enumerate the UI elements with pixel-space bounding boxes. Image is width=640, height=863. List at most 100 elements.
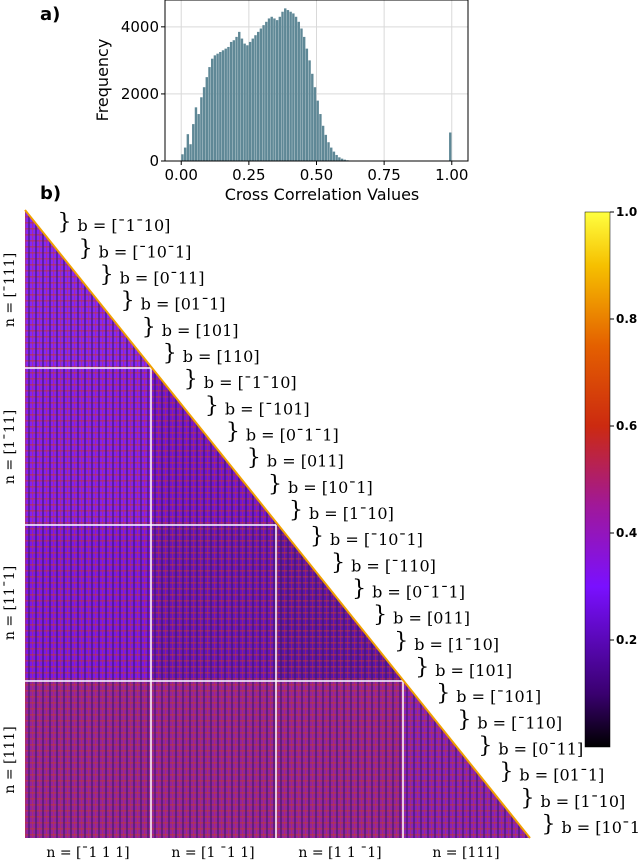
histogram-bar xyxy=(219,51,222,162)
histogram-bar xyxy=(278,16,282,162)
b-label-brace: } xyxy=(394,629,408,654)
histogram-y-tick: 0 xyxy=(149,152,159,170)
b-vector-label: b = [¯1¯10] xyxy=(78,216,171,235)
histogram-bar xyxy=(262,25,265,161)
histogram-x-tick: 0.75 xyxy=(367,166,400,184)
b-label-brace: } xyxy=(163,341,177,366)
b-label-brace: } xyxy=(499,760,513,785)
b-label-brace: } xyxy=(205,393,219,418)
histogram-bar xyxy=(229,41,233,162)
b-vector-label: b = [¯110] xyxy=(477,713,562,732)
histogram-bar xyxy=(240,38,244,161)
histogram-bar xyxy=(302,36,306,162)
histogram-bar xyxy=(197,114,200,161)
histogram-bar xyxy=(335,154,338,161)
b-label-brace: } xyxy=(79,236,93,261)
row-group-label: n = [11¯1] xyxy=(2,566,18,640)
b-label-brace: } xyxy=(121,289,135,314)
histogram-y-label: Frequency xyxy=(93,39,112,122)
b-vector-label: b = [011] xyxy=(267,452,344,471)
b-label-brace: } xyxy=(520,786,534,811)
b-vector-label: b = [¯10¯1] xyxy=(99,242,192,261)
b-vector-label: b = [¯1¯10] xyxy=(204,373,297,392)
histogram-bar xyxy=(202,87,206,161)
column-group-label: n = [111] xyxy=(432,845,499,861)
b-vector-label: b = [011] xyxy=(393,609,470,628)
histogram-bar xyxy=(243,43,246,161)
b-vector-label: b = [1¯10] xyxy=(414,635,499,654)
column-group-label: n = [¯1 1 1] xyxy=(46,845,129,861)
histogram-bar xyxy=(297,21,300,162)
histogram-bar xyxy=(235,36,238,162)
histogram-bar xyxy=(192,124,195,161)
histogram-bar xyxy=(224,48,227,161)
histogram-bar xyxy=(289,11,292,162)
histogram-bar xyxy=(200,97,203,161)
heatmap-diagonal xyxy=(24,209,531,839)
b-vector-label: b = [1¯10] xyxy=(309,504,394,523)
histogram-bar xyxy=(259,28,263,161)
histogram-bar xyxy=(449,132,452,161)
row-group-label: n = [1¯11] xyxy=(2,410,18,484)
colorbar-tick-label: 0.6 xyxy=(616,419,637,433)
histogram-bar xyxy=(284,8,287,161)
b-vector-label: b = [10¯1] xyxy=(288,478,373,497)
b-label-brace: } xyxy=(100,262,114,287)
histogram-bar xyxy=(183,147,187,161)
histogram-bar xyxy=(254,35,257,161)
histogram-bar xyxy=(286,10,290,161)
heatmap xyxy=(24,209,531,839)
b-vector-label: b = [¯110] xyxy=(351,556,436,575)
histogram-bar xyxy=(248,41,252,162)
histogram-bar xyxy=(205,77,208,161)
b-vector-label: b = [110] xyxy=(183,347,260,366)
colorbar-tick-label: 0.2 xyxy=(616,633,637,647)
b-vector-label: b = [0¯11] xyxy=(498,739,583,758)
b-vector-label: b = [101] xyxy=(162,321,239,340)
b-label-brace: } xyxy=(478,733,492,758)
histogram-bar xyxy=(294,16,298,162)
b-vector-label: b = [1¯10] xyxy=(540,792,625,811)
row-group-label: n = [111] xyxy=(2,726,18,793)
b-label-brace: } xyxy=(247,446,261,471)
histogram-bar xyxy=(305,48,309,161)
histogram-y-tick: 4000 xyxy=(121,18,159,36)
panel-a-label: a) xyxy=(40,4,60,25)
histogram-x-tick: 0.50 xyxy=(300,166,333,184)
b-vector-label: b = [101] xyxy=(435,661,512,680)
histogram-bar xyxy=(267,18,271,161)
histogram-bar xyxy=(232,40,236,161)
colorbar xyxy=(584,211,611,748)
b-vector-label: b = [0¯1¯1] xyxy=(372,582,465,601)
b-label-brace: } xyxy=(142,315,156,340)
histogram-bar xyxy=(316,100,319,161)
histogram-bar xyxy=(332,151,336,161)
column-group-label: n = [1 1 ¯1] xyxy=(298,845,381,861)
histogram-bar xyxy=(189,144,192,161)
histogram-bar xyxy=(181,154,184,161)
histogram-bar xyxy=(251,38,254,161)
colorbar-tick-label: 1.0 xyxy=(616,205,637,219)
histogram-bar xyxy=(221,50,225,161)
histogram-bar xyxy=(265,21,268,162)
b-label-brace: } xyxy=(352,576,366,601)
b-label-brace: } xyxy=(331,550,345,575)
b-label-brace: } xyxy=(415,655,429,680)
row-group-labels: n = [¯111] n = [1¯11] n = [11¯1] n = [111] xyxy=(2,253,18,794)
histogram-bar xyxy=(194,107,198,161)
colorbar-tick-label: 0.8 xyxy=(616,312,637,326)
b-vector-label: b = [10¯1] xyxy=(561,818,640,837)
histogram-bar xyxy=(227,46,230,162)
b-label-brace: } xyxy=(457,707,471,732)
column-group-label: n = [1 ¯1 1] xyxy=(171,845,254,861)
histogram-bar xyxy=(338,157,341,161)
histogram-bar xyxy=(216,53,219,161)
b-vector-label: b = [¯101] xyxy=(456,687,541,706)
column-group-labels: n = [¯1 1 1] n = [1 ¯1 1] n = [1 1 ¯1] n = … xyxy=(46,845,499,861)
histogram-bar xyxy=(213,55,217,161)
histogram-bar xyxy=(210,58,214,161)
b-label-brace: } xyxy=(373,603,387,628)
histogram-bar xyxy=(313,87,317,161)
histogram-x-label: Cross Correlation Values xyxy=(225,185,420,204)
